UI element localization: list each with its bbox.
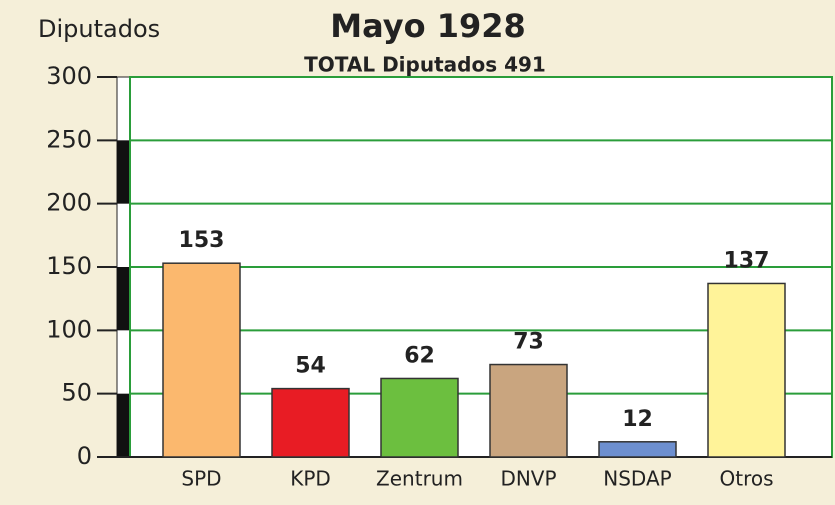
y-tick-label: 300 — [46, 62, 92, 90]
axis-bar-stripe — [117, 267, 130, 331]
y-axis-label: Diputados — [38, 15, 160, 43]
bar — [380, 377, 459, 458]
x-tick-label: Zentrum — [376, 467, 463, 491]
bar — [162, 262, 241, 458]
bar — [598, 441, 677, 458]
y-tick-label: 250 — [46, 125, 92, 153]
x-tick-label: Otros — [719, 467, 773, 491]
x-tick-label: DNVP — [500, 467, 556, 491]
value-label: 153 — [179, 228, 225, 253]
y-tick-label: 200 — [46, 189, 92, 217]
x-tick-label: KPD — [290, 467, 331, 491]
value-label: 62 — [404, 343, 435, 368]
axis-bar-stripe — [117, 393, 130, 457]
y-tick-label: 150 — [46, 252, 92, 280]
y-tick-label: 50 — [61, 379, 92, 407]
value-label: 12 — [622, 407, 653, 432]
x-tick-label: SPD — [181, 467, 221, 491]
x-tick-label: NSDAP — [603, 467, 671, 491]
value-label: 137 — [724, 248, 770, 273]
y-tick-label: 0 — [77, 442, 92, 470]
chart-title: Mayo 1928 — [330, 7, 526, 45]
value-label: 54 — [295, 354, 326, 379]
bar — [707, 282, 786, 458]
bar — [271, 387, 350, 458]
value-label: 73 — [513, 330, 544, 355]
y-tick-label: 100 — [46, 315, 92, 343]
axis-bar-stripe — [117, 140, 130, 204]
bar — [489, 363, 568, 458]
chart-subtitle: TOTAL Diputados 491 — [304, 53, 546, 77]
